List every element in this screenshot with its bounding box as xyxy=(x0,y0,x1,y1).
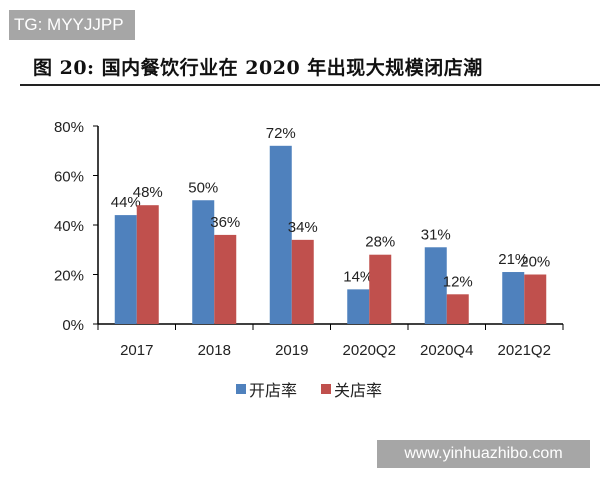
y-tick-label: 20% xyxy=(54,268,84,285)
bar-close-2020Q4 xyxy=(446,294,469,324)
bar-close-2021Q2 xyxy=(524,274,547,324)
data-label: 36% xyxy=(210,214,240,231)
title-divider xyxy=(20,84,600,86)
x-tick-label: 2021Q2 xyxy=(498,342,551,359)
data-label: 14% xyxy=(343,268,373,285)
x-tick-label: 2019 xyxy=(275,342,308,359)
y-tick-label: 60% xyxy=(54,169,84,186)
bar-open-2020Q2 xyxy=(347,289,370,324)
legend-swatch-1 xyxy=(321,384,331,394)
x-tick-label: 2017 xyxy=(120,342,153,359)
y-tick-label: 80% xyxy=(54,119,84,136)
data-label: 21% xyxy=(498,251,528,268)
data-label: 50% xyxy=(188,179,218,196)
legend-label: 关店率 xyxy=(334,382,382,400)
x-tick-label: 2018 xyxy=(198,342,231,359)
y-tick-label: 40% xyxy=(54,218,84,235)
chart-title: 图 20: 国内餐饮行业在 2020 年出现大规模闭店潮 xyxy=(33,57,483,79)
bar-open-2019 xyxy=(269,145,292,324)
bar-open-2021Q2 xyxy=(502,272,525,324)
data-label: 28% xyxy=(365,234,395,251)
bar-open-2020Q4 xyxy=(424,247,447,324)
data-label: 31% xyxy=(421,226,451,243)
data-label: 44% xyxy=(111,194,141,211)
bar-close-2018 xyxy=(214,234,237,324)
data-label: 12% xyxy=(443,273,473,290)
data-label: 34% xyxy=(288,219,318,236)
data-label: 48% xyxy=(133,184,163,201)
x-tick-label: 2020Q2 xyxy=(343,342,396,359)
data-label: 72% xyxy=(266,125,296,142)
bar-close-2017 xyxy=(136,205,159,324)
legend-swatch-0 xyxy=(236,384,246,394)
legend-label: 开店率 xyxy=(249,382,297,400)
bar-close-2020Q2 xyxy=(369,254,392,324)
watermark-bottom: www.yinhuazhibo.com xyxy=(377,440,590,468)
bar-close-2019 xyxy=(291,239,314,324)
y-tick-label: 0% xyxy=(62,317,84,334)
data-label: 20% xyxy=(520,254,550,271)
bar-open-2018 xyxy=(192,200,215,324)
x-tick-label: 2020Q4 xyxy=(420,342,473,359)
watermark-top: TG: MYYJJPP xyxy=(9,10,135,40)
bar-open-2017 xyxy=(114,215,137,324)
